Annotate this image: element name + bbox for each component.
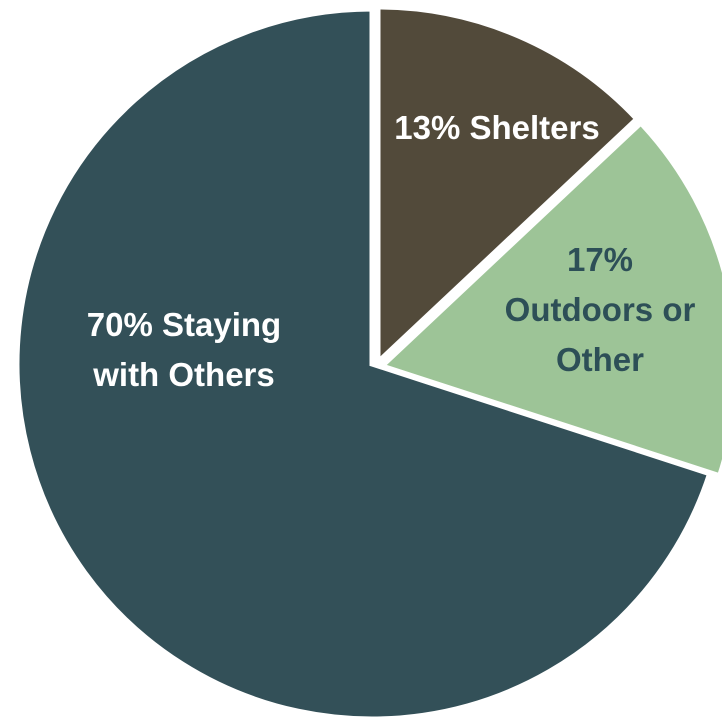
pie-slices [14,4,722,721]
slice-label-line: with Others [92,356,275,393]
pie-slice-2 [377,119,722,479]
slice-label-line: 70% Staying [87,306,281,343]
slice-labels: 13% Shelters 17% Outdoors or Other 70% Stayi… [87,109,696,393]
slice-label-2: 17% Outdoors or Other [505,241,696,378]
slice-label-line: Outdoors or [505,291,696,328]
pie-slice-3 [14,6,713,721]
slice-label-3: 70% Staying with Others [87,306,281,393]
slice-label-line: 13% Shelters [394,109,599,146]
slice-label-line: 17% [567,241,633,278]
slice-label-1: 13% Shelters [394,109,599,146]
pie-slice-1 [375,4,641,368]
slice-label-line: Other [556,341,644,378]
